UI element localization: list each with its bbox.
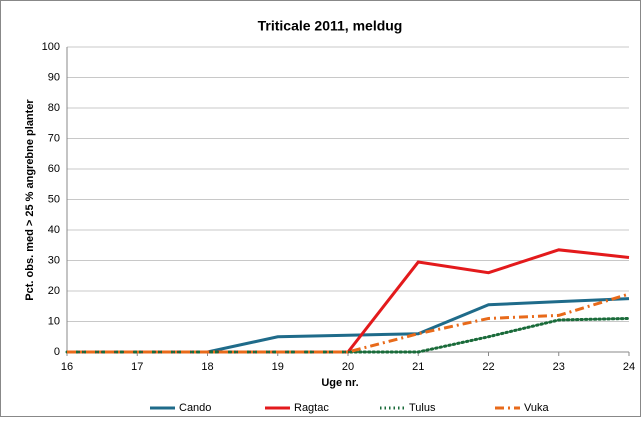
x-tick-label: 21	[412, 361, 424, 373]
legend-label: Ragtac	[294, 402, 329, 414]
x-tick-label: 22	[482, 361, 494, 373]
y-tick-label: 0	[54, 346, 60, 358]
y-tick-label: 50	[48, 193, 60, 205]
series-line	[67, 292, 630, 354]
x-tick-label: 19	[272, 361, 284, 373]
y-tick-label: 90	[48, 71, 60, 83]
y-tick-label: 20	[48, 285, 60, 297]
y-tick-label: 10	[48, 315, 60, 327]
legend-label: Tulus	[409, 402, 436, 414]
y-tick-label: 70	[48, 132, 60, 144]
y-axis-label: Pct. obs. med > 25 % angrebne planter	[24, 99, 36, 301]
legend-label: Vuka	[524, 402, 550, 414]
x-tick-label: 24	[623, 361, 635, 373]
y-tick-label: 60	[48, 163, 60, 175]
x-tick-label: 20	[342, 361, 354, 373]
y-tick-label: 40	[48, 224, 60, 236]
y-tick-label: 30	[48, 254, 60, 266]
y-tick-label: 80	[48, 102, 60, 114]
x-tick-label: 17	[131, 361, 143, 373]
y-tick-label: 100	[42, 41, 60, 53]
x-tick-label: 18	[201, 361, 213, 373]
x-axis-label: Uge nr.	[321, 377, 358, 389]
x-tick-label: 16	[61, 361, 73, 373]
x-tick-label: 23	[553, 361, 565, 373]
legend-label: Cando	[179, 402, 211, 414]
chart-title: Triticale 2011, meldug	[258, 18, 403, 34]
